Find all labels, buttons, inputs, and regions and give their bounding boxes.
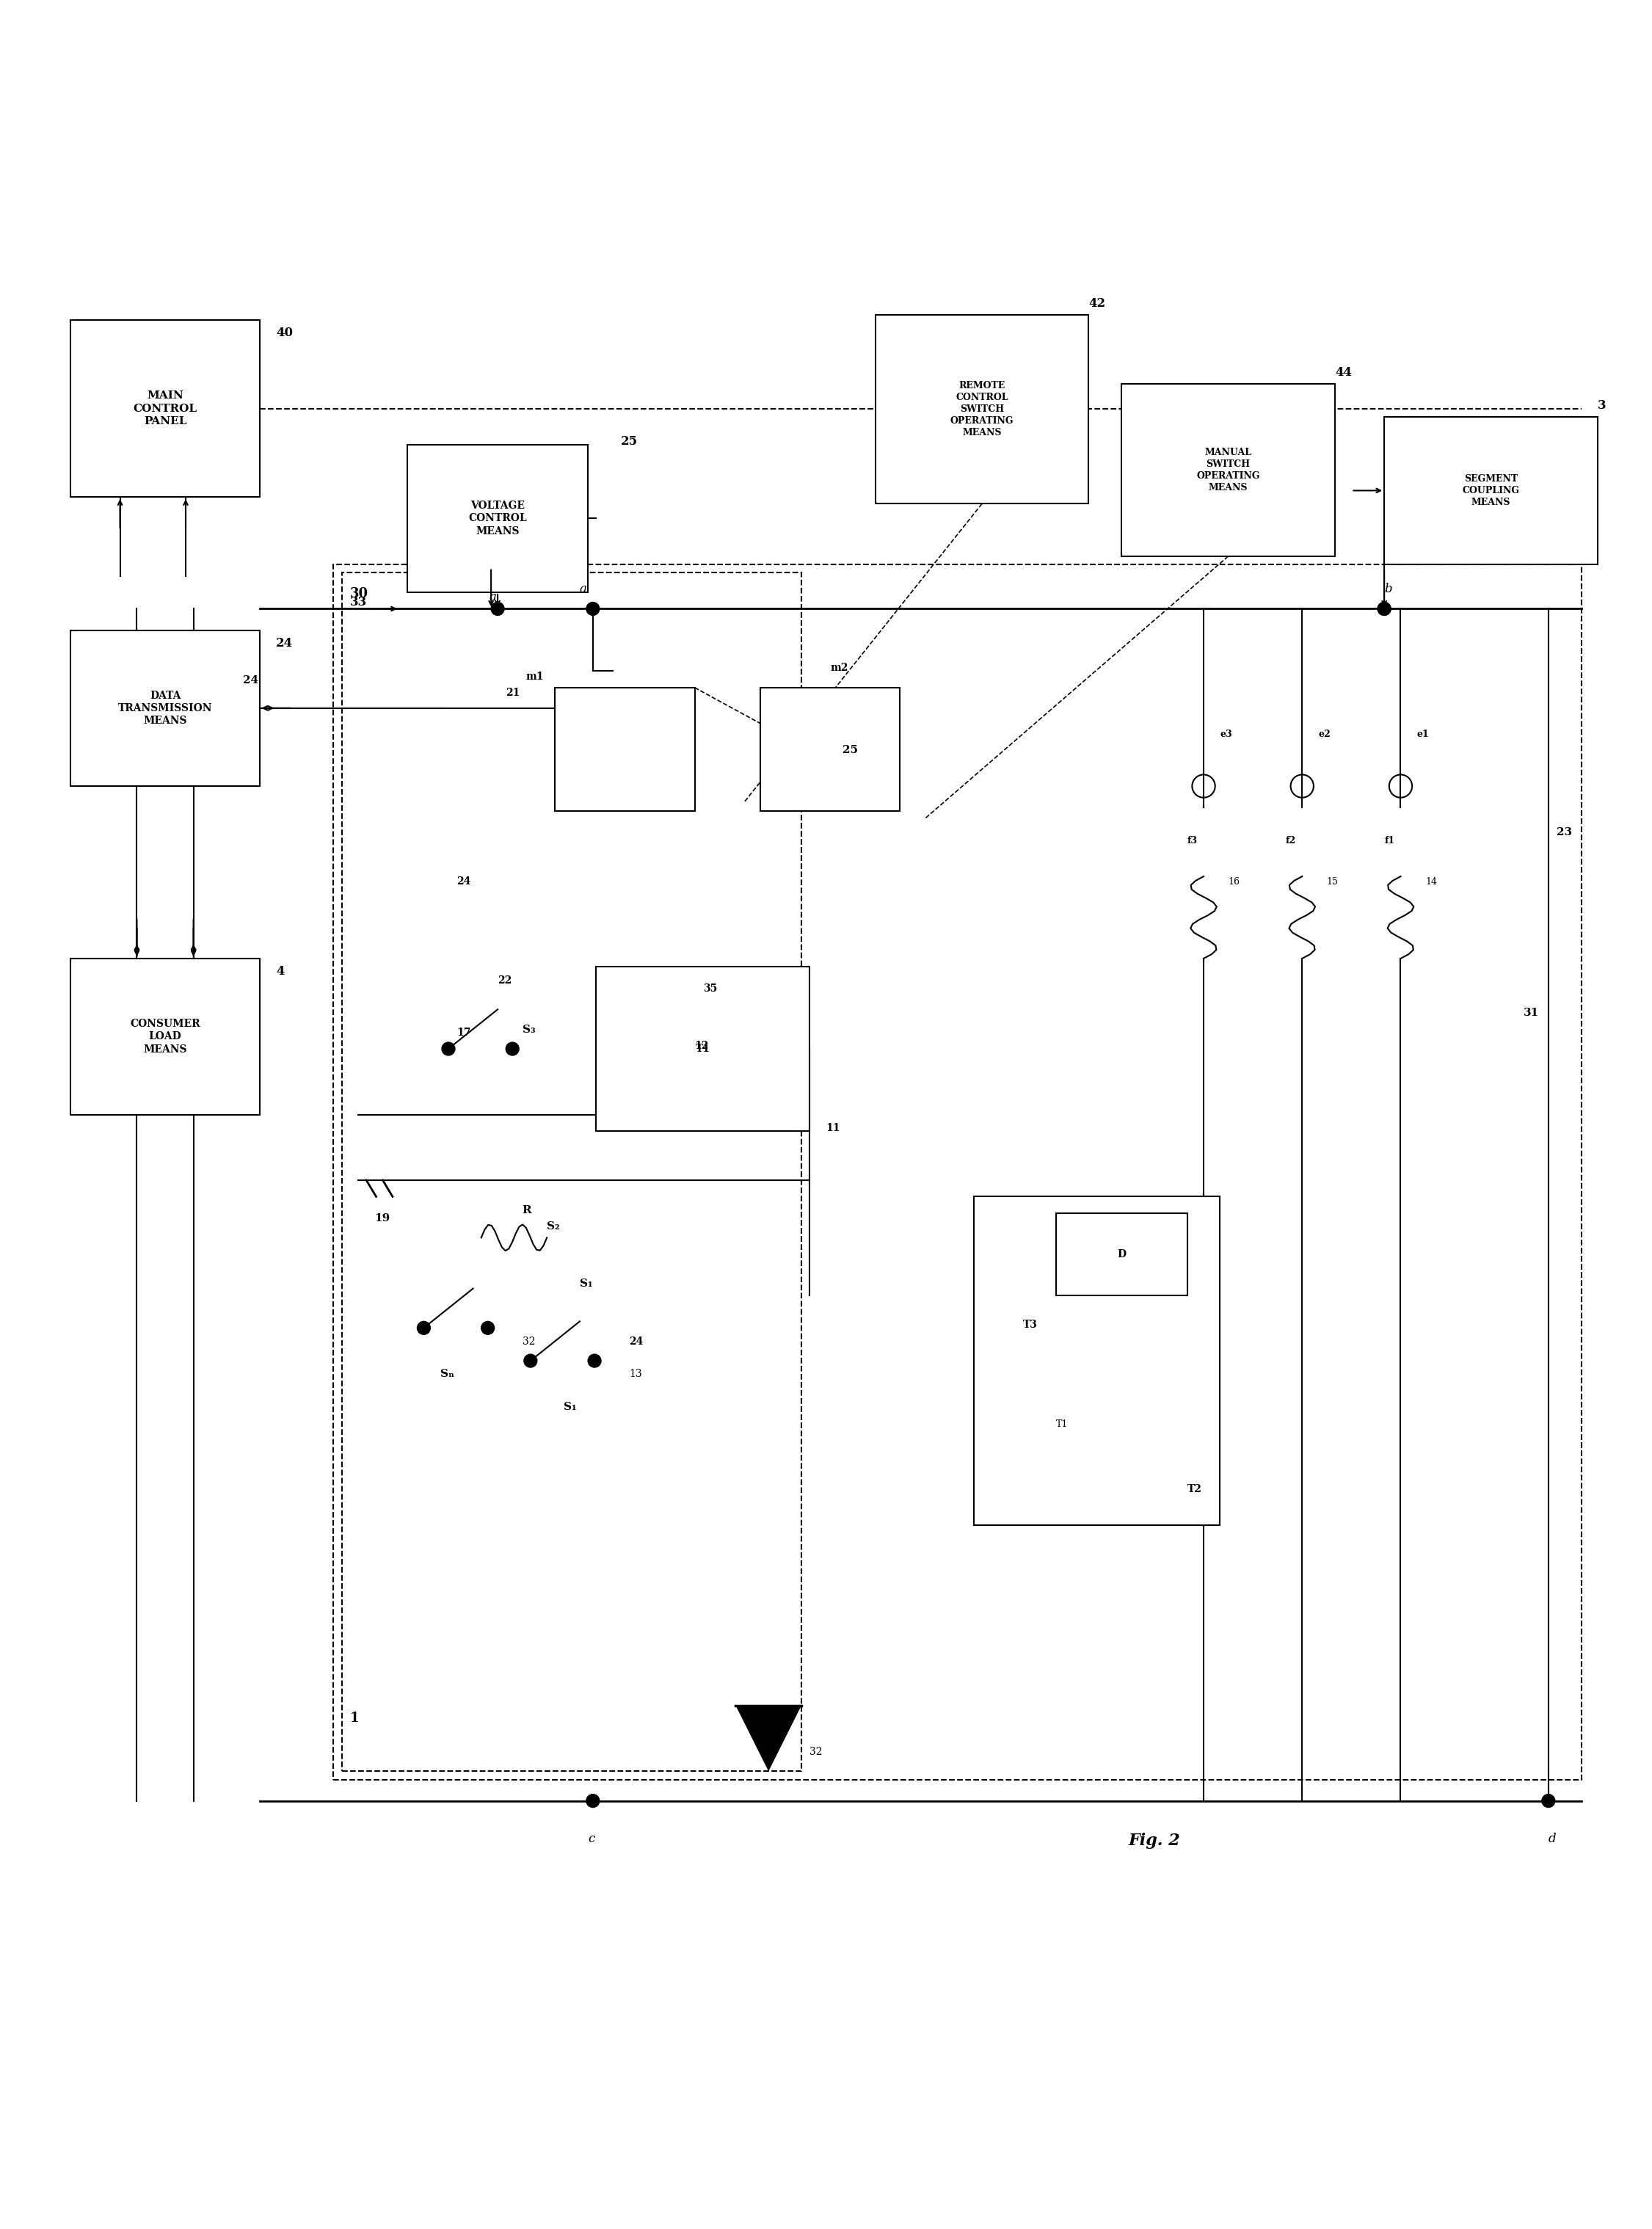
Text: 17: 17 xyxy=(456,1028,471,1039)
Circle shape xyxy=(481,1322,494,1335)
Circle shape xyxy=(506,1043,519,1054)
Text: m2: m2 xyxy=(829,662,847,673)
Text: e3: e3 xyxy=(1221,729,1232,740)
Circle shape xyxy=(586,602,600,615)
Text: REMOTE
CONTROL
SWITCH
OPERATING
MEANS: REMOTE CONTROL SWITCH OPERATING MEANS xyxy=(950,381,1014,437)
Text: c: c xyxy=(588,1832,595,1846)
Bar xyxy=(760,687,900,811)
Bar xyxy=(1056,1213,1188,1295)
Text: 24: 24 xyxy=(243,675,259,687)
Text: 33: 33 xyxy=(350,595,367,609)
Text: 32: 32 xyxy=(522,1337,535,1346)
Circle shape xyxy=(1541,1794,1555,1808)
Text: Sₙ: Sₙ xyxy=(439,1369,454,1380)
Bar xyxy=(71,958,259,1114)
Circle shape xyxy=(586,1794,600,1808)
Text: T1: T1 xyxy=(1056,1420,1067,1429)
Text: 32: 32 xyxy=(809,1748,823,1756)
Text: MANUAL
SWITCH
OPERATING
MEANS: MANUAL SWITCH OPERATING MEANS xyxy=(1196,448,1260,493)
Text: MAIN
CONTROL
PANEL: MAIN CONTROL PANEL xyxy=(134,390,197,426)
Text: 19: 19 xyxy=(375,1213,390,1224)
Bar xyxy=(973,1197,1221,1525)
Circle shape xyxy=(491,602,504,615)
Text: S₁: S₁ xyxy=(563,1402,577,1413)
Text: 1: 1 xyxy=(350,1712,358,1725)
Text: 31: 31 xyxy=(1523,1008,1540,1019)
Text: 15: 15 xyxy=(1327,878,1338,887)
Text: SEGMENT
COUPLING
MEANS: SEGMENT COUPLING MEANS xyxy=(1462,475,1520,506)
Text: e1: e1 xyxy=(1417,729,1429,740)
Text: 24: 24 xyxy=(629,1337,643,1346)
Text: S₃: S₃ xyxy=(522,1025,535,1034)
Text: 42: 42 xyxy=(1089,296,1105,310)
Circle shape xyxy=(441,1043,454,1054)
Text: DATA
TRANSMISSION
MEANS: DATA TRANSMISSION MEANS xyxy=(117,691,213,727)
Text: 21: 21 xyxy=(506,689,520,698)
Text: b: b xyxy=(1384,582,1393,595)
Bar xyxy=(1122,383,1335,557)
Bar xyxy=(408,444,588,593)
Text: d: d xyxy=(1548,1832,1556,1846)
Text: Fig. 2: Fig. 2 xyxy=(1128,1832,1180,1848)
Text: a: a xyxy=(580,582,586,595)
Text: 12: 12 xyxy=(694,1041,709,1052)
Text: 35: 35 xyxy=(702,983,717,994)
Text: T2: T2 xyxy=(1188,1485,1201,1493)
Bar xyxy=(71,319,259,497)
Text: 11: 11 xyxy=(826,1123,841,1132)
Bar xyxy=(1384,417,1597,564)
Text: 25: 25 xyxy=(843,744,857,756)
Text: 24: 24 xyxy=(276,637,292,649)
Bar xyxy=(342,573,801,1772)
Text: VOLTAGE
CONTROL
MEANS: VOLTAGE CONTROL MEANS xyxy=(469,502,527,537)
Text: f3: f3 xyxy=(1188,836,1198,845)
Text: 25: 25 xyxy=(621,435,638,448)
Text: 14: 14 xyxy=(1426,878,1437,887)
Text: 22: 22 xyxy=(497,974,512,985)
Text: 24: 24 xyxy=(456,876,471,887)
Text: D: D xyxy=(1117,1248,1127,1259)
Text: 40: 40 xyxy=(276,328,292,339)
Text: 23: 23 xyxy=(1556,827,1573,838)
Polygon shape xyxy=(735,1705,801,1772)
Text: 13: 13 xyxy=(629,1369,643,1380)
Bar xyxy=(334,564,1581,1779)
Text: e2: e2 xyxy=(1318,729,1332,740)
Text: CONSUMER
LOAD
MEANS: CONSUMER LOAD MEANS xyxy=(131,1019,200,1054)
Bar xyxy=(555,687,694,811)
Text: T3: T3 xyxy=(1023,1320,1037,1331)
Text: m1: m1 xyxy=(525,671,544,682)
Text: S₂: S₂ xyxy=(547,1221,560,1233)
Circle shape xyxy=(588,1355,601,1366)
Circle shape xyxy=(418,1322,430,1335)
Text: R: R xyxy=(522,1206,532,1215)
Text: 4: 4 xyxy=(276,965,284,979)
Text: T1: T1 xyxy=(695,1043,710,1054)
Text: f2: f2 xyxy=(1285,836,1297,845)
Bar xyxy=(876,314,1089,504)
Bar xyxy=(71,631,259,787)
Circle shape xyxy=(1378,602,1391,615)
Text: 44: 44 xyxy=(1335,366,1351,379)
Text: 3: 3 xyxy=(1597,399,1606,412)
Circle shape xyxy=(1378,602,1391,615)
Text: a: a xyxy=(489,591,497,604)
Text: 30: 30 xyxy=(350,586,368,600)
Text: f1: f1 xyxy=(1384,836,1394,845)
Text: S₁: S₁ xyxy=(580,1279,593,1288)
Bar xyxy=(596,967,809,1130)
Circle shape xyxy=(524,1355,537,1366)
Text: 16: 16 xyxy=(1227,878,1241,887)
